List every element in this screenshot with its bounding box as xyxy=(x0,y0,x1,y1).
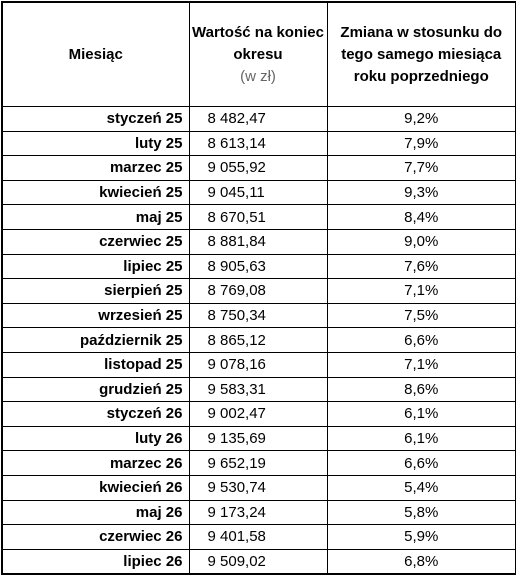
value-cell: 9 135,69 xyxy=(188,425,328,452)
change-cell: 6,1% xyxy=(326,401,516,427)
change-cell: 6,6% xyxy=(326,450,516,476)
table-row: maj 26 9 173,24 5,8% xyxy=(1,499,516,526)
month-cell: maj 25 xyxy=(1,204,190,230)
change-cell: 6,8% xyxy=(326,548,516,575)
month-cell: luty 25 xyxy=(1,130,190,157)
header-value: Wartość na koniec okresu (w zł) xyxy=(188,1,328,107)
change-cell: 5,4% xyxy=(326,474,516,501)
change-cell: 7,1% xyxy=(326,278,516,304)
table-row: czerwiec 26 9 401,58 5,9% xyxy=(1,524,516,550)
change-cell: 8,4% xyxy=(326,204,516,230)
month-cell: czerwiec 26 xyxy=(1,524,190,550)
month-cell: kwiecień 25 xyxy=(1,179,190,206)
change-cell: 5,9% xyxy=(326,524,516,550)
table-row: marzec 25 9 055,92 7,7% xyxy=(1,155,516,181)
month-cell: styczeń 26 xyxy=(1,401,190,427)
table-row: październik 25 8 865,12 6,6% xyxy=(1,327,516,353)
table-row: czerwiec 25 8 881,84 9,0% xyxy=(1,228,516,255)
month-cell: wrzesień 25 xyxy=(1,302,190,329)
header-value-text: Wartość na koniec okresu xyxy=(192,23,324,63)
value-cell: 8 905,63 xyxy=(188,253,328,280)
value-cell: 8 670,51 xyxy=(188,204,328,230)
change-cell: 7,7% xyxy=(326,155,516,181)
month-cell: listopad 25 xyxy=(1,351,190,378)
table-row: luty 26 9 135,69 6,1% xyxy=(1,425,516,452)
month-cell: styczeń 25 xyxy=(1,106,190,132)
month-cell: październik 25 xyxy=(1,327,190,353)
value-cell: 8 482,47 xyxy=(188,106,328,132)
header-value-unit: (w zł) xyxy=(240,67,276,85)
value-cell: 8 613,14 xyxy=(188,130,328,157)
month-cell: sierpień 25 xyxy=(1,278,190,304)
header-change: Zmiana w stosunku do tego samego miesiąc… xyxy=(326,1,516,107)
value-cell: 9 055,92 xyxy=(188,155,328,181)
change-cell: 7,1% xyxy=(326,351,516,378)
month-cell: marzec 25 xyxy=(1,155,190,181)
month-cell: lipiec 25 xyxy=(1,253,190,280)
month-cell: maj 26 xyxy=(1,499,190,526)
change-cell: 5,8% xyxy=(326,499,516,526)
month-cell: luty 26 xyxy=(1,425,190,452)
header-month: Miesiąc xyxy=(1,1,190,107)
month-cell: grudzień 25 xyxy=(1,376,190,403)
value-cell: 9 583,31 xyxy=(188,376,328,403)
value-cell: 8 750,34 xyxy=(188,302,328,329)
month-cell: kwiecień 26 xyxy=(1,474,190,501)
change-cell: 7,6% xyxy=(326,253,516,280)
table-row: styczeń 25 8 482,47 9,2% xyxy=(1,106,516,132)
month-cell: czerwiec 25 xyxy=(1,228,190,255)
value-cell: 9 509,02 xyxy=(188,548,328,575)
table-row: wrzesień 25 8 750,34 7,5% xyxy=(1,302,516,329)
change-cell: 9,0% xyxy=(326,228,516,255)
change-cell: 7,9% xyxy=(326,130,516,157)
value-cell: 8 865,12 xyxy=(188,327,328,353)
value-cell: 9 401,58 xyxy=(188,524,328,550)
change-cell: 9,2% xyxy=(326,106,516,132)
change-cell: 8,6% xyxy=(326,376,516,403)
value-cell: 9 002,47 xyxy=(188,401,328,427)
month-cell: lipiec 26 xyxy=(1,548,190,575)
table-row: marzec 26 9 652,19 6,6% xyxy=(1,450,516,476)
header-row: Miesiąc Wartość na koniec okresu (w zł) Z… xyxy=(1,1,516,107)
change-cell: 6,6% xyxy=(326,327,516,353)
table-body: styczeń 25 8 482,47 9,2% luty 25 8 613,14 7,9… xyxy=(1,106,516,575)
value-cell: 9 173,24 xyxy=(188,499,328,526)
table-row: lipiec 26 9 509,02 6,8% xyxy=(1,548,516,575)
value-cell: 9 652,19 xyxy=(188,450,328,476)
change-cell: 6,1% xyxy=(326,425,516,452)
change-cell: 7,5% xyxy=(326,302,516,329)
table-row: styczeń 26 9 002,47 6,1% xyxy=(1,401,516,427)
value-cell: 9 045,11 xyxy=(188,179,328,206)
value-cell: 8 881,84 xyxy=(188,228,328,255)
value-cell: 8 769,08 xyxy=(188,278,328,304)
table-row: listopad 25 9 078,16 7,1% xyxy=(1,351,516,378)
table-row: grudzień 25 9 583,31 8,6% xyxy=(1,376,516,403)
value-cell: 9 530,74 xyxy=(188,474,328,501)
change-cell: 9,3% xyxy=(326,179,516,206)
table-row: kwiecień 26 9 530,74 5,4% xyxy=(1,474,516,501)
month-cell: marzec 26 xyxy=(1,450,190,476)
value-cell: 9 078,16 xyxy=(188,351,328,378)
table-row: sierpień 25 8 769,08 7,1% xyxy=(1,278,516,304)
table-row: lipiec 25 8 905,63 7,6% xyxy=(1,253,516,280)
table-row: luty 25 8 613,14 7,9% xyxy=(1,130,516,157)
table-row: maj 25 8 670,51 8,4% xyxy=(1,204,516,230)
table-row: kwiecień 25 9 045,11 9,3% xyxy=(1,179,516,206)
